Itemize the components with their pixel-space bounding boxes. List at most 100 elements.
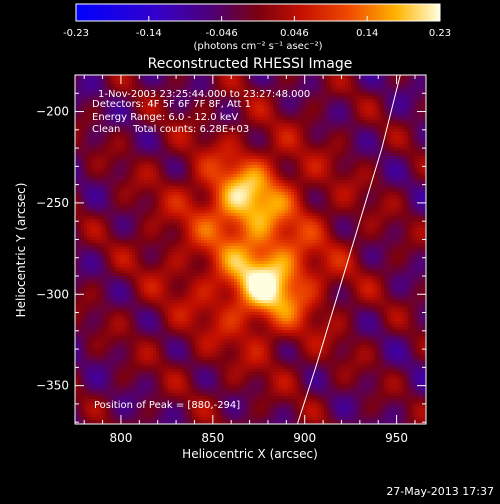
heatmap-cell bbox=[237, 201, 241, 205]
heatmap-cell bbox=[216, 171, 220, 175]
heatmap-cell bbox=[81, 117, 85, 121]
heatmap-cell bbox=[417, 180, 421, 184]
heatmap-cell bbox=[159, 75, 163, 79]
heatmap-cell bbox=[108, 162, 112, 166]
heatmap-cell bbox=[345, 114, 349, 118]
heatmap-cell bbox=[147, 171, 151, 175]
heatmap-cell bbox=[288, 117, 292, 121]
heatmap-cell bbox=[339, 159, 343, 163]
heatmap-cell bbox=[186, 198, 190, 202]
heatmap-cell bbox=[279, 102, 283, 106]
heatmap-cell bbox=[192, 195, 196, 199]
heatmap-cell bbox=[390, 75, 394, 79]
heatmap-cell bbox=[270, 111, 274, 115]
heatmap-cell bbox=[411, 144, 415, 148]
heatmap-cell bbox=[261, 126, 265, 130]
heatmap-cell bbox=[402, 192, 406, 196]
heatmap-cell bbox=[345, 192, 349, 196]
heatmap-cell bbox=[153, 165, 157, 169]
heatmap-cell bbox=[330, 99, 334, 103]
heatmap-cell bbox=[414, 93, 418, 97]
heatmap-cell bbox=[129, 150, 133, 154]
heatmap-cell bbox=[258, 114, 262, 118]
heatmap-cell bbox=[294, 114, 298, 118]
heatmap-cell bbox=[222, 192, 226, 196]
heatmap-cell bbox=[414, 129, 418, 133]
heatmap-cell bbox=[414, 186, 418, 190]
heatmap-cell bbox=[123, 162, 127, 166]
heatmap-cell bbox=[315, 126, 319, 130]
heatmap-cell bbox=[228, 189, 232, 193]
heatmap-cell bbox=[129, 138, 133, 142]
heatmap-cell bbox=[336, 135, 340, 139]
heatmap-cell bbox=[291, 147, 295, 151]
heatmap-cell bbox=[399, 156, 403, 160]
heatmap-cell bbox=[180, 147, 184, 151]
heatmap-cell bbox=[345, 81, 349, 85]
heatmap-cell bbox=[183, 159, 187, 163]
heatmap-cell bbox=[216, 168, 220, 172]
heatmap-cell bbox=[345, 138, 349, 142]
heatmap-cell bbox=[300, 111, 304, 115]
heatmap-cell bbox=[360, 150, 364, 154]
heatmap-cell bbox=[204, 165, 208, 169]
heatmap-cell bbox=[177, 153, 181, 157]
heatmap-cell bbox=[309, 81, 313, 85]
heatmap-cell bbox=[297, 186, 301, 190]
heatmap-cell bbox=[408, 153, 412, 157]
heatmap-cell bbox=[351, 99, 355, 103]
heatmap-cell bbox=[165, 78, 169, 82]
heatmap-cell bbox=[408, 192, 412, 196]
heatmap-cell bbox=[360, 96, 364, 100]
heatmap-cell bbox=[390, 198, 394, 202]
heatmap-cell bbox=[378, 183, 382, 187]
heatmap-cell bbox=[309, 192, 313, 196]
heatmap-cell bbox=[294, 180, 298, 184]
heatmap-cell bbox=[270, 78, 274, 82]
heatmap-cell bbox=[405, 168, 409, 172]
heatmap-cell bbox=[237, 144, 241, 148]
heatmap-cell bbox=[285, 156, 289, 160]
heatmap-cell bbox=[309, 135, 313, 139]
heatmap-cell bbox=[336, 186, 340, 190]
heatmap-cell bbox=[228, 141, 232, 145]
heatmap-cell bbox=[249, 117, 253, 121]
heatmap-cell bbox=[126, 159, 130, 163]
heatmap-cell bbox=[132, 174, 136, 178]
heatmap-cell bbox=[75, 141, 79, 145]
heatmap-cell bbox=[384, 195, 388, 199]
heatmap-cell bbox=[354, 105, 358, 109]
heatmap-cell bbox=[303, 141, 307, 145]
heatmap-cell bbox=[246, 114, 250, 118]
heatmap-cell bbox=[369, 171, 373, 175]
heatmap-cell bbox=[261, 120, 265, 124]
heatmap-cell bbox=[108, 150, 112, 154]
heatmap-cell bbox=[213, 189, 217, 193]
heatmap-cell bbox=[240, 81, 244, 85]
heatmap-cell bbox=[354, 159, 358, 163]
heatmap-cell bbox=[384, 162, 388, 166]
heatmap-cell bbox=[273, 144, 277, 148]
heatmap-cell bbox=[318, 171, 322, 175]
heatmap-cell bbox=[411, 114, 415, 118]
heatmap-cell bbox=[333, 87, 337, 91]
heatmap-cell bbox=[321, 120, 325, 124]
heatmap-cell bbox=[414, 198, 418, 202]
heatmap-cell bbox=[318, 117, 322, 121]
heatmap-cell bbox=[375, 102, 379, 106]
heatmap-cell bbox=[78, 144, 82, 148]
heatmap-cell bbox=[276, 123, 280, 127]
heatmap-cell bbox=[144, 201, 148, 205]
heatmap-cell bbox=[360, 189, 364, 193]
heatmap-cell bbox=[246, 183, 250, 187]
heatmap-cell bbox=[243, 171, 247, 175]
heatmap-cell bbox=[363, 96, 367, 100]
heatmap-cell bbox=[183, 78, 187, 82]
heatmap-cell bbox=[360, 132, 364, 136]
heatmap-cell bbox=[141, 153, 145, 157]
heatmap-cell bbox=[105, 135, 109, 139]
heatmap-cell bbox=[222, 183, 226, 187]
heatmap-cell bbox=[84, 183, 88, 187]
heatmap-cell bbox=[324, 168, 328, 172]
heatmap-cell bbox=[222, 150, 226, 154]
